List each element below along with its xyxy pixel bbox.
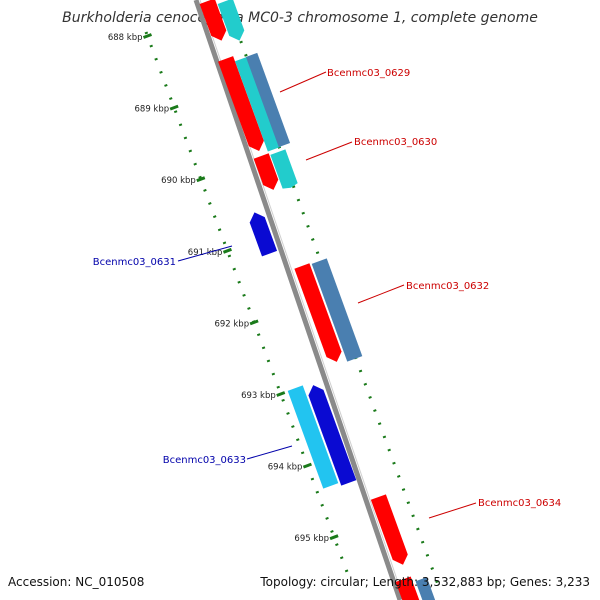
tick-label: 691 kbp: [188, 248, 223, 258]
gene-features: [199, 0, 441, 600]
gene-label-0634[interactable]: Bcenmc03_0634: [478, 498, 561, 509]
tick-label: 690 kbp: [161, 176, 196, 186]
gene-feature-0632-red: [294, 263, 342, 362]
gene-label-0630[interactable]: Bcenmc03_0630: [354, 137, 437, 148]
gene-feature-0633-sky: [287, 385, 339, 489]
gene-feature-red-bottom: [395, 576, 425, 600]
gene-feature-0630-red: [253, 153, 279, 190]
gene-feature-0629-cyan: [235, 56, 281, 152]
topology-text: Topology: circular; Length: 3,532,883 bp…: [259, 575, 590, 589]
leader-0631: [177, 245, 233, 262]
major-tick: [302, 462, 312, 469]
tick-label: 692 kbp: [214, 319, 249, 329]
gene-feature-0634-red: [370, 494, 408, 565]
major-tick: [276, 391, 286, 397]
gene-feature-0631-blue: [249, 212, 278, 257]
accession-text: Accession: NC_010508: [8, 575, 144, 589]
gene-label-0631[interactable]: Bcenmc03_0631: [93, 257, 176, 268]
gene-leaders: [177, 71, 477, 519]
map-title: Burkholderia cenocepacia MC0-3 chromosom…: [62, 10, 538, 26]
tick-label: 689 kbp: [135, 105, 170, 115]
genome-backbone: [193, 0, 403, 600]
tick-label: 694 kbp: [268, 463, 303, 473]
gene-feature-0632-steel: [311, 258, 363, 362]
major-tick: [222, 247, 232, 254]
gene-label-0632[interactable]: Bcenmc03_0632: [406, 281, 489, 292]
gene-label-0629[interactable]: Bcenmc03_0629: [327, 68, 410, 79]
leader-0630: [305, 141, 353, 161]
gene-feature-steel-bottom: [415, 577, 441, 600]
leader-0629: [279, 71, 327, 93]
gene-feature-red-top: [199, 0, 227, 41]
gene-feature-cyan-top: [217, 0, 245, 41]
gene-feature-0629-red: [218, 56, 264, 151]
leader-0632: [357, 284, 405, 304]
major-tick: [196, 176, 206, 183]
major-tick: [142, 33, 153, 39]
tick-group: 688 kbp 689 kbp 690 kbp 691 kbp 692 kbp 693 k…: [108, 33, 339, 544]
gene-feature-0633-blue: [308, 385, 357, 486]
tick-label: 688 kbp: [108, 33, 143, 43]
tick-label: 693 kbp: [241, 391, 276, 401]
tick-label: 695 kbp: [294, 534, 329, 544]
major-tick: [169, 104, 179, 111]
leader-0634: [428, 502, 477, 519]
major-tick: [249, 319, 259, 326]
gene-labels: Bcenmc03_0629 Bcenmc03_0630 Bcenmc03_063…: [93, 68, 562, 509]
gene-feature-0629-steel: [245, 52, 291, 148]
major-tick: [329, 534, 339, 541]
gene-label-0633[interactable]: Bcenmc03_0633: [163, 455, 246, 466]
leader-0633: [246, 445, 293, 460]
gene-feature-0630-cyan: [270, 149, 298, 189]
